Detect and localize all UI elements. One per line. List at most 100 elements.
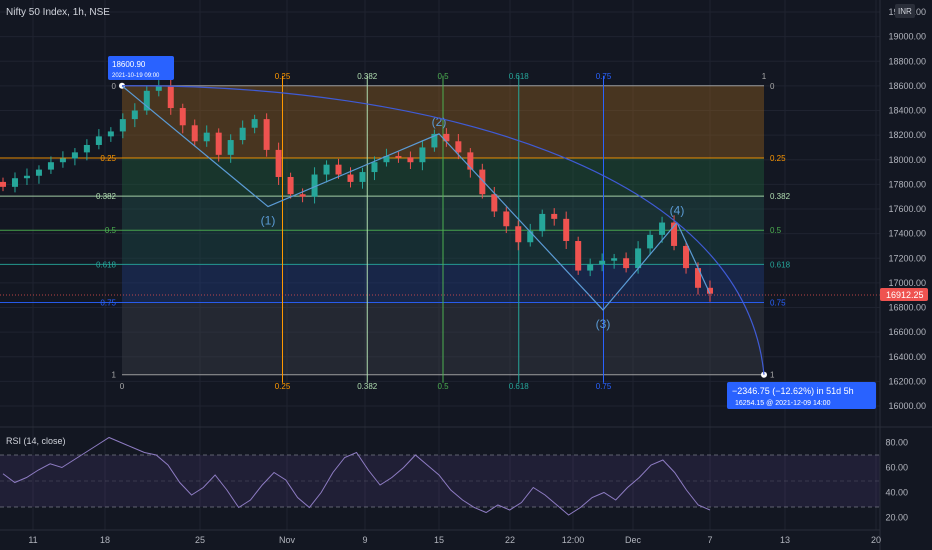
candle-body (443, 133, 450, 142)
candle-body (0, 181, 6, 187)
candle-body (671, 222, 678, 246)
fib-price-label-right: 1 (770, 371, 775, 380)
candle-body (515, 226, 522, 243)
fib-time-label-top: 1 (762, 72, 767, 81)
start-time: 2021-10-19 09:00 (112, 73, 160, 79)
candle-body (527, 231, 534, 243)
fib-arc (121, 85, 765, 375)
last-price-tag (880, 288, 928, 301)
fib-price-label-right: 0.5 (770, 226, 782, 235)
price-tick-label: 16400.00 (888, 352, 926, 362)
price-tick-label: 17200.00 (888, 253, 926, 263)
rsi-tick-label: 80.00 (885, 438, 908, 448)
candle-body (491, 194, 498, 212)
candle-body (131, 110, 138, 120)
start-callout (108, 56, 174, 80)
candle-body (95, 136, 102, 145)
time-tick-label: Dec (625, 535, 642, 545)
candle-body (215, 132, 222, 155)
candle-body (707, 287, 713, 294)
currency-badge[interactable] (895, 4, 915, 18)
price-tick-label: 16600.00 (888, 327, 926, 337)
candle-body (695, 268, 702, 288)
candle-body (143, 90, 150, 111)
candle-body (335, 164, 342, 175)
candle-body (407, 157, 414, 163)
price-tick-label: 17600.00 (888, 204, 926, 214)
candle-body (203, 132, 210, 142)
candle-body (83, 144, 90, 153)
candle-body (239, 127, 246, 141)
price-tick-label: 16200.00 (888, 376, 926, 386)
candle-body (287, 176, 294, 195)
rsi-tick-label: 20.00 (885, 513, 908, 523)
price-tick-label: 19000.00 (888, 32, 926, 42)
candle-body (71, 152, 78, 159)
fib-time-label-bottom: 0.5 (437, 382, 449, 391)
candle-body (191, 125, 198, 142)
fib-time-label-bottom: 0 (120, 382, 125, 391)
time-tick-label: 20 (871, 535, 881, 545)
candle-body (371, 162, 378, 173)
price-tick-label: 18600.00 (888, 81, 926, 91)
candle-body (167, 85, 174, 109)
wave-label: (3) (596, 317, 611, 331)
fib-time-label-bottom: 0.382 (357, 382, 378, 391)
price-tick-label: 16800.00 (888, 303, 926, 313)
price-tick-label: 18800.00 (888, 56, 926, 66)
candle-body (599, 260, 606, 265)
candle-body (419, 147, 426, 163)
candle-body (455, 141, 462, 153)
fib-price-label-right: 0.25 (770, 154, 786, 163)
candle-body (551, 213, 558, 219)
wave-label: (1) (261, 214, 276, 228)
measure-target: 16254.15 @ 2021-12-09 14:00 (735, 400, 831, 407)
start-price: 18600.90 (112, 60, 146, 69)
fib-price-label-left: 1 (112, 371, 117, 380)
candle-body (299, 194, 306, 197)
candle-body (383, 156, 390, 163)
candle-body (323, 164, 330, 175)
candle-body (683, 245, 690, 269)
wave-path (121, 85, 678, 311)
candle-body (587, 264, 594, 271)
measure-callout (727, 382, 876, 409)
currency-badge-label: INR (898, 7, 912, 16)
candle-body (47, 162, 54, 170)
candle-body (251, 119, 258, 128)
candle-body (539, 213, 546, 232)
fib-time-label-top: 0.382 (357, 72, 378, 81)
fib-time-label-bottom: 0.75 (596, 382, 612, 391)
candle-body (623, 258, 630, 269)
price-tick-label: 16000.00 (888, 401, 926, 411)
candles (0, 78, 713, 302)
time-axis[interactable]: 11 18 25 Nov 9 15 22 12:00 Dec 7 13 20 (28, 535, 881, 545)
candle-body (395, 156, 402, 158)
candle-body (227, 140, 234, 155)
fib-time-label-top: 0.5 (437, 72, 449, 81)
price-tick-label: 17400.00 (888, 229, 926, 239)
rsi-axis[interactable]: 80.00 60.00 40.00 20.00 (885, 438, 908, 523)
candle-body (59, 158, 66, 163)
rsi-tick-label: 60.00 (885, 463, 908, 473)
wave-path-tail (676, 222, 711, 294)
time-tick-label: 22 (505, 535, 515, 545)
fib-price-label-left: 0.25 (100, 154, 116, 163)
fib-time-label-top: 0.25 (275, 72, 291, 81)
time-tick-label: 13 (780, 535, 790, 545)
candle-body (11, 178, 18, 187)
candle-body (563, 218, 570, 242)
fib-price-label-right: 0.618 (770, 260, 791, 269)
time-tick-label: Nov (279, 535, 296, 545)
last-price-label: 16912.25 (886, 290, 924, 300)
candle-body (23, 175, 30, 179)
price-axis[interactable]: 19200.0019000.0018800.0018600.0018400.00… (888, 7, 926, 411)
measure-change: −2346.75 (−12.62%) in 51d 5h (732, 386, 854, 396)
candle-body (467, 152, 474, 170)
candle-body (311, 174, 318, 197)
time-tick-label: 12:00 (562, 535, 585, 545)
price-tick-label: 18400.00 (888, 106, 926, 116)
time-tick-label: 15 (434, 535, 444, 545)
